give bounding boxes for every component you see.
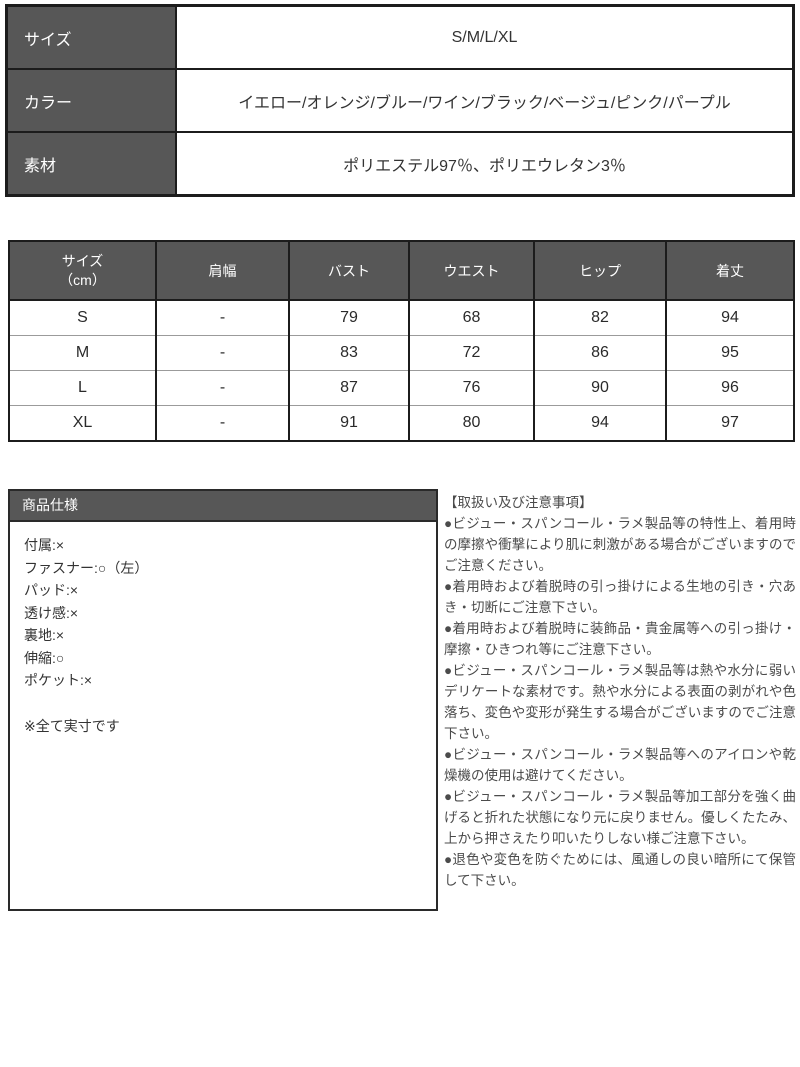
product-attributes-table: サイズ S/M/L/XL カラー イエロー/オレンジ/ブルー/ワイン/ブラック/… — [5, 4, 795, 197]
spec-item-stretch: 伸縮:○ — [24, 649, 65, 666]
product-spec-box: 商品仕様 付属:× ファスナー:○（左） パッド:× 透け感:× 裏地:× 伸縮… — [8, 489, 438, 911]
care-notes-section: 【取扱い及び注意事項】 ●ビジュー・スパンコール・ラメ製品等の特性上、着用時の摩… — [444, 492, 796, 891]
size-chart-header-row: サイズ （cm） 肩幅 バスト ウエスト ヒップ 着丈 — [8, 240, 795, 301]
bust-value: 91 — [288, 405, 410, 441]
size-chart-header-waist: ウエスト — [408, 240, 535, 301]
bust-value: 83 — [288, 335, 410, 371]
bust-value: 87 — [288, 370, 410, 406]
size-chart-row-m: M - 83 72 86 95 — [8, 335, 795, 371]
size-label: S — [8, 299, 157, 336]
shoulder-value: - — [155, 370, 290, 406]
size-label: L — [8, 370, 157, 406]
attribute-value-material: ポリエステル97％、ポリエウレタン3％ — [175, 131, 795, 197]
size-chart-header-size-line2: （cm） — [59, 271, 106, 288]
size-label: M — [8, 335, 157, 371]
size-chart-header-hip: ヒップ — [533, 240, 667, 301]
size-chart-row-xl: XL - 91 80 94 97 — [8, 405, 795, 441]
product-spec-title: 商品仕様 — [10, 491, 436, 522]
size-chart-header-length: 着丈 — [665, 240, 795, 301]
waist-value: 72 — [408, 335, 535, 371]
attribute-row-color: カラー イエロー/オレンジ/ブルー/ワイン/ブラック/ベージュ/ピンク/パープル — [5, 68, 795, 133]
size-chart-header-bust: バスト — [288, 240, 410, 301]
attribute-value-size: S/M/L/XL — [175, 4, 795, 70]
shoulder-value: - — [155, 335, 290, 371]
hip-value: 82 — [533, 299, 667, 336]
length-value: 97 — [665, 405, 795, 441]
care-note-item: ●ビジュー・スパンコール・ラメ製品等加工部分を強く曲げると折れた状態になり元に戻… — [444, 789, 796, 846]
size-chart-header-size-cm: サイズ （cm） — [8, 240, 157, 301]
attribute-row-material: 素材 ポリエステル97％、ポリエウレタン3％ — [5, 131, 795, 197]
shoulder-value: - — [155, 405, 290, 441]
spec-item-fastener: ファスナー:○（左） — [24, 559, 149, 576]
attribute-label-color: カラー — [5, 68, 177, 133]
product-spec-body: 付属:× ファスナー:○（左） パッド:× 透け感:× 裏地:× 伸縮:○ ポケ… — [10, 522, 436, 749]
attribute-row-size: サイズ S/M/L/XL — [5, 4, 795, 70]
bust-value: 79 — [288, 299, 410, 336]
size-chart-table: サイズ （cm） 肩幅 バスト ウエスト ヒップ 着丈 S - 79 68 82… — [8, 240, 795, 442]
care-note-item: ●ビジュー・スパンコール・ラメ製品等の特性上、着用時の摩擦や衝撃により肌に刺激が… — [444, 516, 796, 573]
care-notes-title: 【取扱い及び注意事項】 — [444, 495, 593, 510]
waist-value: 68 — [408, 299, 535, 336]
size-chart-row-s: S - 79 68 82 94 — [8, 299, 795, 336]
spec-item-pocket: ポケット:× — [24, 672, 93, 688]
hip-value: 90 — [533, 370, 667, 406]
waist-value: 76 — [408, 370, 535, 406]
length-value: 94 — [665, 299, 795, 336]
size-chart-header-shoulder: 肩幅 — [155, 240, 290, 301]
attribute-label-material: 素材 — [5, 131, 177, 197]
spec-item-accessory: 付属:× — [24, 537, 65, 553]
spec-item-lining: 裏地:× — [24, 627, 65, 643]
shoulder-value: - — [155, 299, 290, 336]
length-value: 96 — [665, 370, 795, 406]
size-chart-header-size-line1: サイズ — [61, 252, 104, 269]
care-note-item: ●退色や変色を防ぐためには、風通しの良い暗所にて保管して下さい。 — [444, 852, 796, 888]
care-note-item: ●ビジュー・スパンコール・ラメ製品等は熱や水分に弱いデリケートな素材です。熱や水… — [444, 663, 796, 741]
spec-item-sheerness: 透け感:× — [24, 604, 79, 621]
size-chart-row-l: L - 87 76 90 96 — [8, 370, 795, 406]
attribute-label-size: サイズ — [5, 4, 177, 70]
waist-value: 80 — [408, 405, 535, 441]
care-note-item: ●着用時および着脱時に装飾品・貴金属等への引っ掛け・摩擦・ひきつれ等にご注意下さ… — [444, 621, 796, 657]
length-value: 95 — [665, 335, 795, 371]
spec-measurement-note: ※全て実寸です — [24, 717, 120, 734]
size-label: XL — [8, 405, 157, 441]
care-note-item: ●着用時および着脱時の引っ掛けによる生地の引き・穴あき・切断にご注意下さい。 — [444, 579, 796, 615]
spec-item-pad: パッド:× — [24, 582, 79, 598]
hip-value: 94 — [533, 405, 667, 441]
care-note-item: ●ビジュー・スパンコール・ラメ製品等へのアイロンや乾燥機の使用は避けてください。 — [444, 747, 796, 783]
attribute-value-color: イエロー/オレンジ/ブルー/ワイン/ブラック/ベージュ/ピンク/パープル — [175, 68, 795, 133]
hip-value: 86 — [533, 335, 667, 371]
